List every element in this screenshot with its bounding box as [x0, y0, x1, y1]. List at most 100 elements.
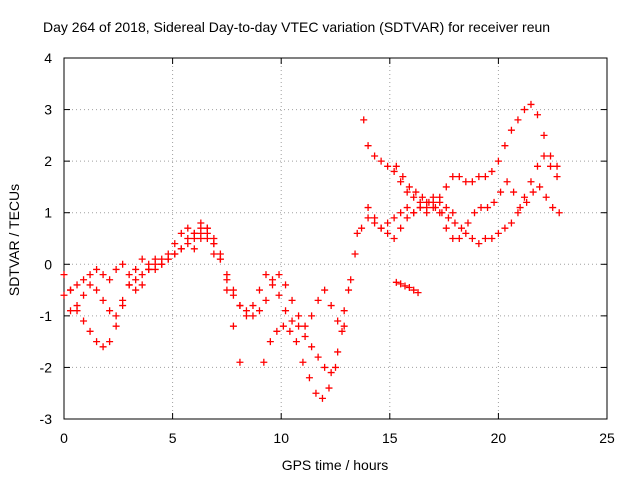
- data-point: [275, 271, 283, 279]
- data-point: [80, 291, 88, 299]
- y-tick-labels: -3 -2 -1 0 1 2 3 4: [40, 50, 53, 427]
- data-point: [510, 188, 518, 196]
- data-point: [549, 204, 557, 212]
- data-point: [151, 260, 159, 268]
- data-point: [405, 283, 413, 291]
- data-point: [106, 276, 114, 284]
- y-axis-label: SDTVAR / TECUs: [6, 184, 22, 296]
- data-point: [416, 204, 424, 212]
- data-point: [540, 152, 548, 160]
- data-point: [138, 255, 146, 263]
- data-point: [477, 204, 485, 212]
- data-point: [455, 173, 463, 181]
- data-point: [295, 322, 303, 330]
- data-point: [449, 209, 457, 217]
- data-point: [401, 282, 409, 290]
- x-tick-label: 5: [169, 430, 177, 446]
- data-point: [488, 167, 496, 175]
- x-tick-labels: 0 5 10 15 20 25: [60, 430, 615, 446]
- data-point: [93, 286, 101, 294]
- data-point: [423, 209, 431, 217]
- series-track-c: [67, 229, 348, 377]
- y-tick-label: 4: [44, 50, 52, 66]
- data-point: [414, 289, 422, 297]
- data-point: [471, 209, 479, 217]
- data-point: [242, 312, 250, 320]
- data-point: [410, 209, 418, 217]
- data-point: [132, 286, 140, 294]
- data-point: [99, 271, 107, 279]
- data-point: [158, 260, 166, 268]
- x-tick-label: 15: [382, 430, 398, 446]
- data-point: [399, 173, 407, 181]
- x-tick-label: 10: [273, 430, 289, 446]
- data-point: [327, 302, 335, 310]
- data-point: [171, 250, 179, 258]
- data-point: [93, 265, 101, 273]
- data-point: [301, 332, 309, 340]
- data-point: [190, 245, 198, 253]
- x-tick-label: 20: [491, 430, 507, 446]
- y-tick-label: 3: [44, 102, 52, 118]
- data-point: [464, 219, 472, 227]
- data-point: [455, 235, 463, 242]
- data-point: [269, 281, 277, 289]
- data-point: [468, 178, 476, 186]
- series-track-e: [260, 193, 457, 402]
- y-tick-label: -3: [40, 411, 53, 427]
- data-point: [494, 229, 502, 237]
- data-point: [223, 271, 231, 279]
- data-point: [321, 363, 329, 371]
- data-point: [457, 224, 465, 232]
- data-point: [67, 286, 75, 294]
- data-point: [314, 296, 322, 304]
- data-point: [507, 219, 515, 227]
- data-point: [210, 250, 218, 258]
- data-point: [390, 235, 398, 242]
- data-point: [475, 173, 483, 181]
- data-point: [305, 374, 313, 382]
- data-point: [229, 286, 237, 294]
- data-point: [497, 188, 505, 196]
- data-point: [99, 343, 107, 351]
- chart-title: Day 264 of 2018, Sidereal Day-to-day VTE…: [43, 19, 550, 35]
- data-point: [340, 322, 348, 330]
- data-point: [282, 307, 290, 315]
- data-point: [397, 209, 405, 217]
- data-point: [223, 286, 231, 294]
- x-axis-label: GPS time / hours: [282, 457, 389, 473]
- data-point: [177, 229, 185, 237]
- data-point: [249, 302, 257, 310]
- data-point: [397, 280, 405, 288]
- data-point: [384, 162, 392, 170]
- series-track-a: [60, 224, 218, 351]
- data-point: [177, 245, 185, 253]
- data-point: [112, 322, 120, 330]
- data-point: [353, 229, 361, 237]
- data-point: [86, 281, 94, 289]
- data-point: [384, 229, 392, 237]
- data-point: [490, 198, 498, 206]
- data-point: [301, 322, 309, 330]
- data-point: [338, 327, 346, 335]
- data-point: [318, 394, 326, 402]
- data-point: [345, 286, 353, 294]
- data-point: [279, 322, 287, 330]
- data-point: [286, 327, 294, 335]
- data-point: [260, 358, 268, 366]
- data-point: [540, 131, 548, 139]
- data-point: [444, 214, 452, 222]
- data-point: [523, 198, 531, 206]
- data-point: [99, 296, 107, 304]
- data-point: [184, 240, 192, 248]
- data-point: [216, 255, 224, 263]
- data-point: [106, 338, 114, 346]
- data-point: [262, 296, 270, 304]
- data-point: [314, 353, 322, 361]
- data-point: [503, 178, 511, 186]
- data-point: [475, 240, 483, 248]
- data-point: [451, 219, 459, 227]
- data-point: [527, 100, 535, 108]
- data-point: [514, 209, 522, 217]
